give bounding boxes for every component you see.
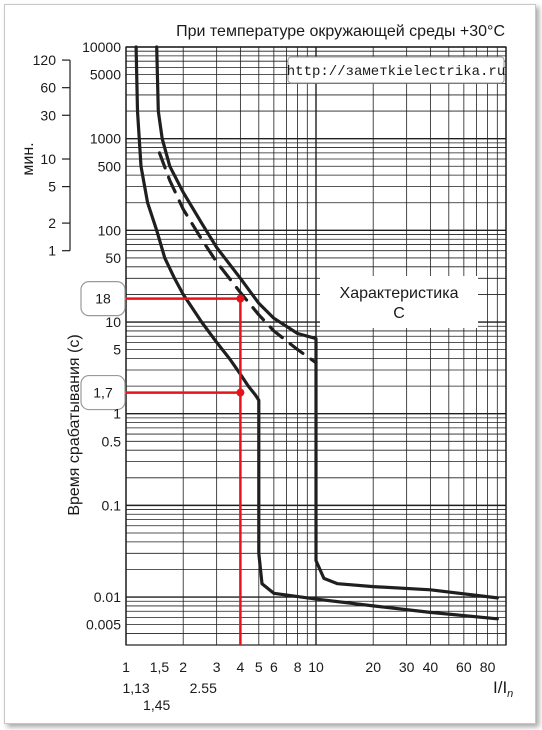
y-tick-label: 10 [105,314,121,330]
legend-box [320,276,478,328]
intersection-marker [236,388,245,397]
y-tick-label: 10000 [82,39,121,55]
legend-line1: Характеристика [340,285,459,302]
x-axis-label: I/In [493,678,513,700]
x-tick-label: 80 [480,659,496,675]
y-tick-label: 5000 [90,67,121,83]
y-tick-label: 0.01 [94,589,121,605]
minutes-tick-label: 10 [40,151,56,167]
legend-line2: С [393,305,405,322]
callout-box [80,281,126,317]
minutes-tick-label: 2 [48,215,56,231]
watermark-url: http://заметkielectrika.ru [287,64,505,80]
x-extra-tick-label: 1,13 [122,680,149,696]
minutes-tick-label: 5 [48,179,56,195]
x-tick-label: 5 [255,659,263,675]
x-tick-label: 3 [213,659,221,675]
x-tick-label: 60 [456,659,472,675]
callout-label: 18 [95,291,111,307]
y-tick-label: 0.005 [86,617,121,633]
y-tick-label: 1000 [90,131,121,147]
minutes-tick-label: 30 [40,107,56,123]
y-tick-label: 100 [98,222,122,238]
x-tick-label: 8 [294,659,302,675]
x-tick-label: 1 [122,659,130,675]
y-tick-label: 0.5 [102,433,122,449]
intersection-marker [236,294,245,303]
plot-border [125,46,507,646]
y-tick-label: 50 [105,250,121,266]
x-tick-label: 1,5 [150,659,170,675]
x-tick-label: 30 [399,659,415,675]
x-extra-tick-label: 1,45 [143,697,170,713]
x-tick-label: 40 [423,659,439,675]
x-tick-label: 6 [270,659,278,675]
y-tick-label: 500 [98,158,122,174]
x-tick-label: 2 [179,659,187,675]
y-axis-label: Время срабатывания (с) [66,334,83,515]
watermark-box [287,56,505,84]
y-tick-label: 0.1 [102,497,122,513]
tick-labels: 10000 5000 1000 500 100 50 10 5 1 0.5 0.1 0.01 0.005… [33,39,496,713]
x-tick-label: 10 [308,659,324,675]
chart-frame [4,4,536,724]
minutes-tick-label: 120 [33,52,57,68]
y-tick-label: 5 [113,342,121,358]
curve-3 [157,151,318,365]
minutes-tick-label: 1 [48,243,56,259]
guide-lines: 181,7 [80,281,245,645]
callout-box [80,374,126,411]
minutes-tick-label: 60 [40,80,56,96]
x-extra-tick-label: 2.55 [190,680,217,696]
minutes-axis-label: мин. [20,142,37,175]
chart-title: При температуре окружающей среды +30°C [176,23,505,40]
x-tick-label: 4 [236,659,244,675]
callout-label: 1,7 [93,385,113,401]
curve-2 [155,45,499,600]
x-tick-label: 20 [365,659,381,675]
y-tick-label: 1 [113,406,121,422]
